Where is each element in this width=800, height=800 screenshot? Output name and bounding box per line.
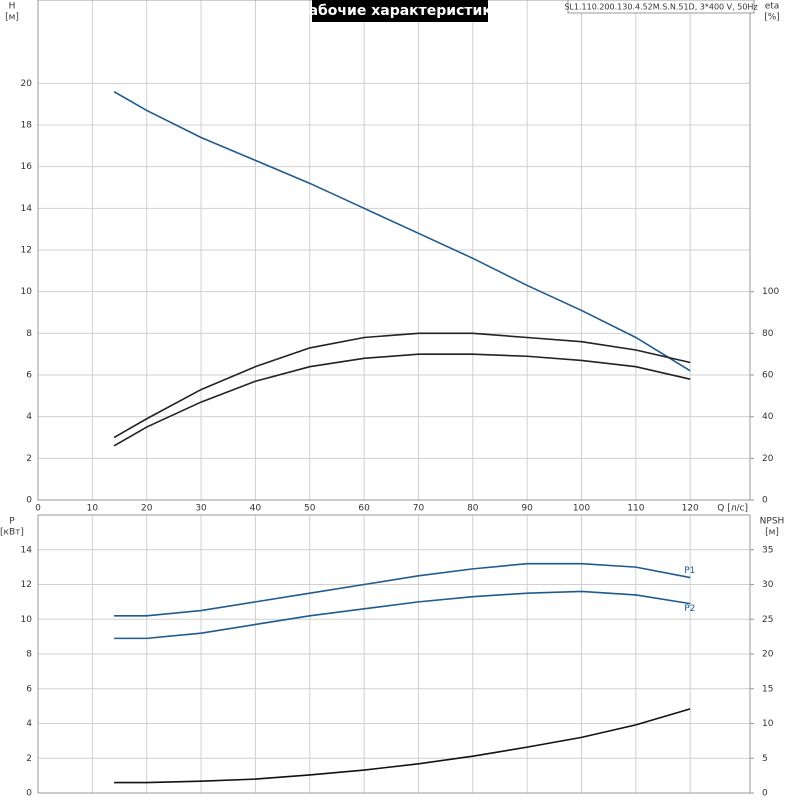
x-tick-label: 70 xyxy=(413,504,425,514)
y-tick-label: 2 xyxy=(26,754,32,764)
y2-tick-label: 40 xyxy=(762,412,774,422)
y-tick-label: 18 xyxy=(21,121,33,131)
title-box xyxy=(312,0,488,22)
y2-tick-label: 10 xyxy=(762,719,774,729)
y2-axis-unit: [м] xyxy=(765,528,779,538)
y-tick-label: 20 xyxy=(21,79,33,89)
y-tick-label: 14 xyxy=(21,545,33,555)
y-axis-unit: [кВт] xyxy=(0,528,24,538)
x-tick-label: 20 xyxy=(141,504,153,514)
y-tick-label: 12 xyxy=(21,246,32,256)
x-tick-label: 120 xyxy=(682,504,699,514)
curve-label: P1 xyxy=(684,566,695,576)
plot-frame xyxy=(37,514,751,794)
y2-tick-label: 25 xyxy=(762,615,773,625)
y-tick-label: 14 xyxy=(21,204,33,214)
curve xyxy=(113,332,691,439)
curve-label: P2 xyxy=(684,604,695,614)
y-tick-label: 8 xyxy=(26,329,32,339)
y2-tick-label: 20 xyxy=(762,454,774,464)
y-axis-label: P xyxy=(9,517,15,527)
x-tick-label: 50 xyxy=(304,504,316,514)
plot-frame xyxy=(37,0,751,501)
x-tick-label: 110 xyxy=(627,504,644,514)
y2-tick-label: 100 xyxy=(762,287,779,297)
subtitle-box xyxy=(567,0,755,14)
x-tick-label: 90 xyxy=(521,504,533,514)
curve xyxy=(113,90,691,372)
y2-axis-label: eta xyxy=(765,2,780,12)
y-tick-label: 4 xyxy=(26,412,32,422)
y2-axis-label: NPSH xyxy=(760,517,785,527)
y2-tick-label: 20 xyxy=(762,650,774,660)
y-tick-label: 4 xyxy=(26,719,32,729)
chart-subtitle: SL1.110.200.130.4.52M.S.N.51D, 3*400 V, … xyxy=(564,3,757,12)
curve xyxy=(114,562,691,617)
y-axis-label: H xyxy=(9,2,16,12)
x-tick-label: 0 xyxy=(35,504,41,514)
y-tick-label: 0 xyxy=(26,496,32,506)
x-axis-label: Q [л/с] xyxy=(717,504,748,514)
x-tick-label: 40 xyxy=(250,504,262,514)
x-tick-label: 10 xyxy=(87,504,99,514)
y-tick-label: 10 xyxy=(21,615,33,625)
y2-tick-label: 15 xyxy=(762,684,773,694)
curve xyxy=(114,590,691,640)
y2-axis-unit: [%] xyxy=(764,13,780,23)
curve xyxy=(114,708,691,784)
y-tick-label: 16 xyxy=(21,162,33,172)
x-tick-label: 100 xyxy=(573,504,590,514)
y-tick-label: 2 xyxy=(26,454,32,464)
y2-tick-label: 0 xyxy=(762,496,768,506)
y-axis-unit: [м] xyxy=(5,13,19,23)
y-tick-label: 6 xyxy=(26,684,32,694)
x-tick-label: 60 xyxy=(358,504,370,514)
y-tick-label: 10 xyxy=(21,287,33,297)
y-tick-label: 8 xyxy=(26,650,32,660)
y2-tick-label: 0 xyxy=(762,789,768,799)
x-tick-label: 30 xyxy=(195,504,207,514)
y2-tick-label: 60 xyxy=(762,371,774,381)
y2-tick-label: 35 xyxy=(762,545,773,555)
y-tick-label: 0 xyxy=(26,789,32,799)
y2-tick-label: 30 xyxy=(762,580,774,590)
y-tick-label: 6 xyxy=(26,371,32,381)
y2-tick-label: 5 xyxy=(762,754,768,764)
curve xyxy=(113,353,691,447)
y-tick-label: 12 xyxy=(21,580,32,590)
y2-tick-label: 80 xyxy=(762,329,774,339)
chart-title: Рабочие характеристики xyxy=(298,3,501,19)
x-tick-label: 80 xyxy=(467,504,479,514)
